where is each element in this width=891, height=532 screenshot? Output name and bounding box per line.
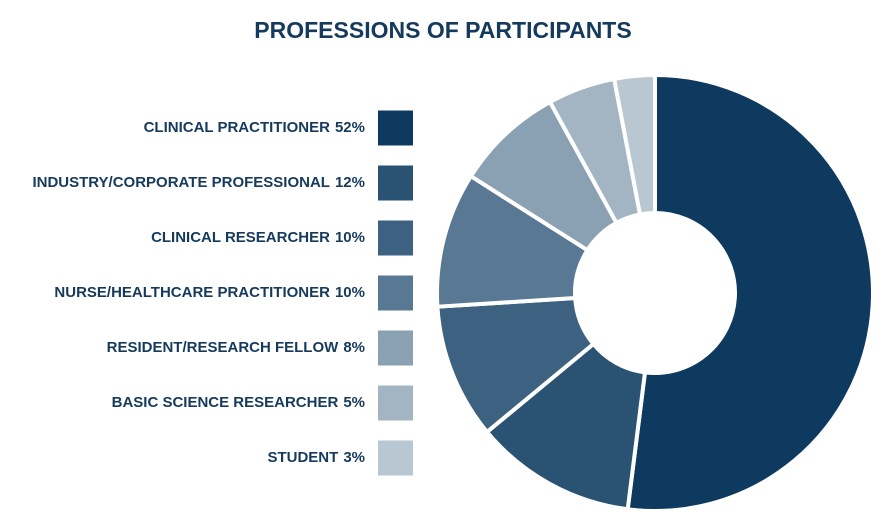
legend-category: INDUSTRY/CORPORATE PROFESSIONAL — [32, 174, 330, 191]
legend-value: 10% — [335, 229, 365, 246]
legend-swatch — [378, 220, 413, 256]
legend-label: INDUSTRY/CORPORATE PROFESSIONAL 12% — [32, 174, 365, 191]
legend-swatch — [378, 440, 413, 476]
legend-swatch — [378, 330, 413, 366]
legend-value: 3% — [343, 449, 365, 466]
donut-slice — [435, 295, 597, 435]
legend-label: RESIDENT/RESEARCH FELLOW 8% — [107, 339, 365, 356]
legend-value: 52% — [335, 119, 365, 136]
legend-swatch — [378, 275, 413, 311]
legend-swatch — [378, 165, 413, 201]
donut-slice — [611, 72, 657, 217]
legend-value: 8% — [343, 339, 365, 356]
legend-category: NURSE/HEALTHCARE PRACTITIONER — [54, 284, 330, 301]
legend-label: NURSE/HEALTHCARE PRACTITIONER 10% — [54, 284, 365, 301]
legend-category: RESIDENT/RESEARCH FELLOW — [107, 339, 340, 356]
legend-label: STUDENT 3% — [267, 449, 365, 466]
legend-label: CLINICAL RESEARCHER 10% — [151, 229, 365, 246]
donut-slice — [625, 72, 875, 513]
legend-value: 12% — [335, 174, 365, 191]
legend-label: CLINICAL PRACTITIONER 52% — [144, 119, 365, 136]
chart-title: PROFESSIONS OF PARTICIPANTS — [254, 17, 631, 43]
legend-swatch — [378, 385, 413, 421]
legend-category: CLINICAL RESEARCHER — [151, 229, 330, 246]
legend-label: BASIC SCIENCE RESEARCHER 5% — [112, 394, 365, 411]
legend-category: CLINICAL PRACTITIONER — [144, 119, 331, 136]
legend-category: BASIC SCIENCE RESEARCHER — [112, 394, 339, 411]
donut-slice — [484, 341, 648, 512]
legend-swatch — [378, 110, 413, 146]
legend-value: 5% — [343, 394, 365, 411]
legend-category: STUDENT — [267, 449, 338, 466]
donut-slice — [435, 173, 591, 309]
legend-value: 10% — [335, 284, 365, 301]
